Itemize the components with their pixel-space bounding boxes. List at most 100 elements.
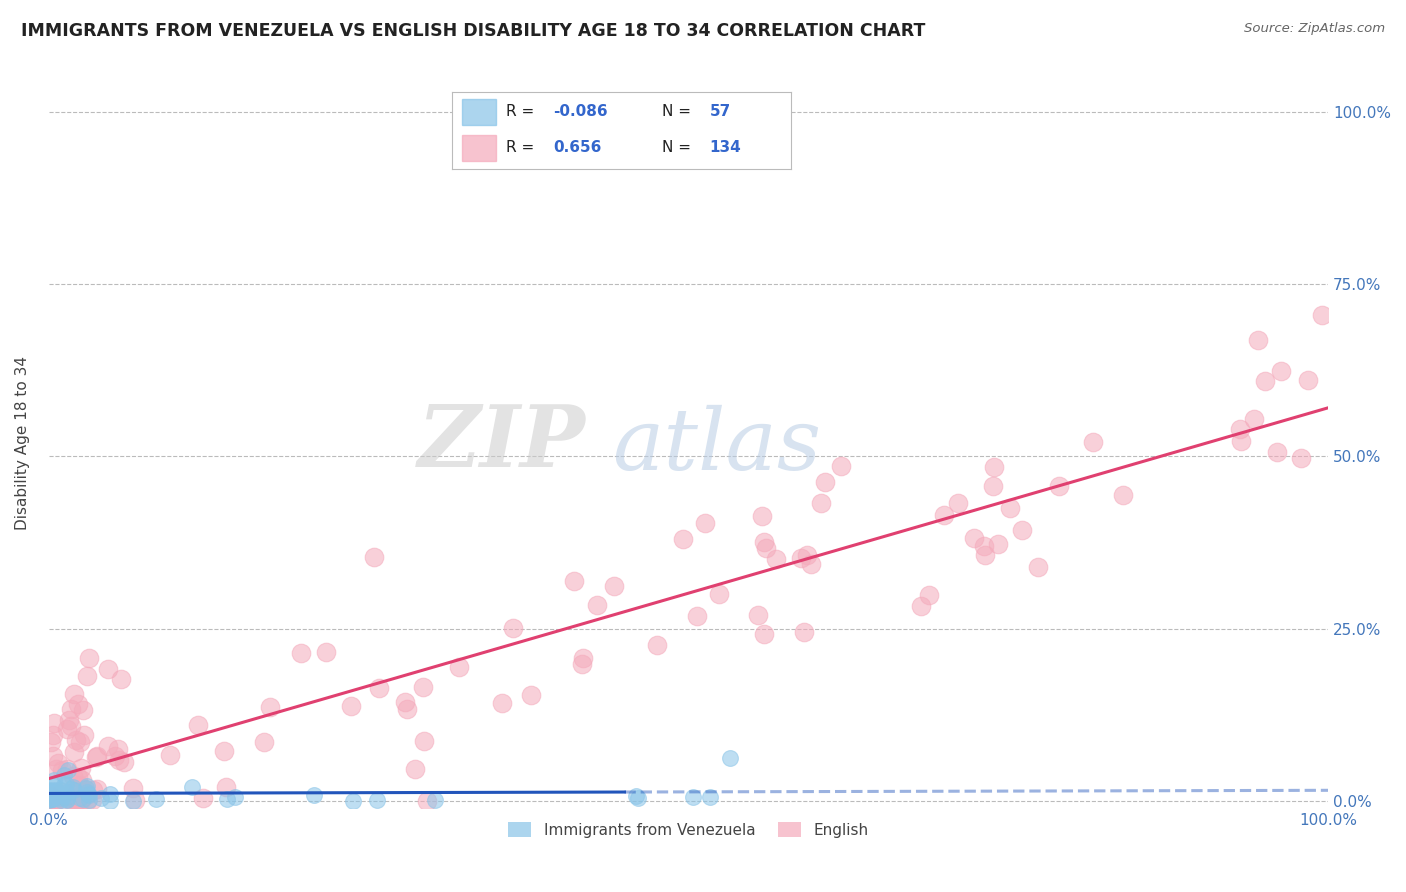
Point [215, 791, 238, 805]
Point [647, 638, 669, 652]
Point [627, 791, 650, 805]
Point [44, 773, 66, 788]
Point [38, 793, 60, 807]
Point [60, 794, 83, 808]
Point [41, 794, 63, 808]
Point [491, 696, 513, 710]
Point [69, 735, 91, 749]
Point [112, 756, 135, 770]
Point [367, 681, 389, 695]
Point [75, 785, 97, 799]
Point [253, 735, 276, 749]
Point [82, 793, 104, 807]
Point [1230, 434, 1253, 448]
Point [108, 753, 131, 767]
Point [44, 790, 66, 805]
Point [342, 794, 364, 808]
Point [814, 475, 837, 490]
Point [44, 794, 66, 808]
Point [97, 739, 120, 754]
Point [70, 773, 93, 788]
Point [49, 790, 72, 805]
Point [76, 780, 98, 794]
Point [998, 500, 1021, 515]
Point [69, 794, 91, 808]
Point [44, 792, 66, 806]
Text: IMMIGRANTS FROM VENEZUELA VS ENGLISH DISABILITY AGE 18 TO 34 CORRELATION CHART: IMMIGRANTS FROM VENEZUELA VS ENGLISH DIS… [21, 22, 925, 40]
Point [51, 764, 73, 778]
Point [42, 728, 65, 742]
Point [830, 458, 852, 473]
Point [46, 756, 69, 771]
Point [987, 537, 1010, 551]
Point [55, 790, 77, 805]
Point [602, 579, 624, 593]
Point [73, 728, 96, 742]
Point [1011, 523, 1033, 537]
Point [38, 791, 60, 805]
Point [564, 574, 586, 588]
Point [973, 539, 995, 553]
Point [962, 531, 984, 545]
Point [82, 783, 104, 797]
Point [747, 608, 769, 623]
Point [502, 621, 524, 635]
Point [56, 762, 79, 776]
Point [315, 645, 337, 659]
Point [800, 558, 823, 572]
Point [686, 609, 709, 624]
Point [693, 516, 716, 531]
Point [718, 750, 741, 764]
Point [810, 496, 832, 510]
Point [70, 761, 93, 775]
Point [72, 792, 94, 806]
Point [1296, 373, 1319, 387]
Point [1254, 374, 1277, 388]
Point [934, 508, 956, 522]
Point [39, 794, 62, 808]
Point [60, 781, 83, 796]
Legend: Immigrants from Venezuela, English: Immigrants from Venezuela, English [502, 815, 875, 844]
Point [39, 735, 62, 749]
Point [60, 719, 83, 733]
Point [1081, 435, 1104, 450]
Point [77, 793, 100, 807]
Point [51, 785, 73, 799]
Point [65, 733, 87, 747]
Point [44, 794, 66, 808]
Point [672, 532, 695, 546]
Point [413, 733, 436, 747]
Point [586, 599, 609, 613]
Point [917, 588, 939, 602]
Point [751, 508, 773, 523]
Point [65, 794, 87, 808]
Point [38, 789, 60, 803]
Point [66, 794, 89, 808]
Point [49, 793, 72, 807]
Point [55, 785, 77, 799]
Point [447, 660, 470, 674]
Point [181, 780, 204, 795]
Point [86, 749, 108, 764]
Point [571, 657, 593, 671]
Point [39, 786, 62, 800]
Point [145, 792, 167, 806]
Point [45, 762, 67, 776]
Point [340, 698, 363, 713]
Point [752, 535, 775, 549]
Point [98, 788, 121, 802]
Point [53, 767, 76, 781]
Text: ZIP: ZIP [418, 401, 586, 484]
Point [107, 742, 129, 756]
Point [425, 793, 447, 807]
Point [39, 784, 62, 798]
Point [41, 794, 63, 808]
Point [404, 762, 426, 776]
Point [38, 782, 60, 797]
Point [76, 788, 98, 802]
Point [1247, 333, 1270, 347]
Point [72, 703, 94, 717]
Point [290, 646, 312, 660]
Point [55, 723, 77, 737]
Point [62, 768, 84, 782]
